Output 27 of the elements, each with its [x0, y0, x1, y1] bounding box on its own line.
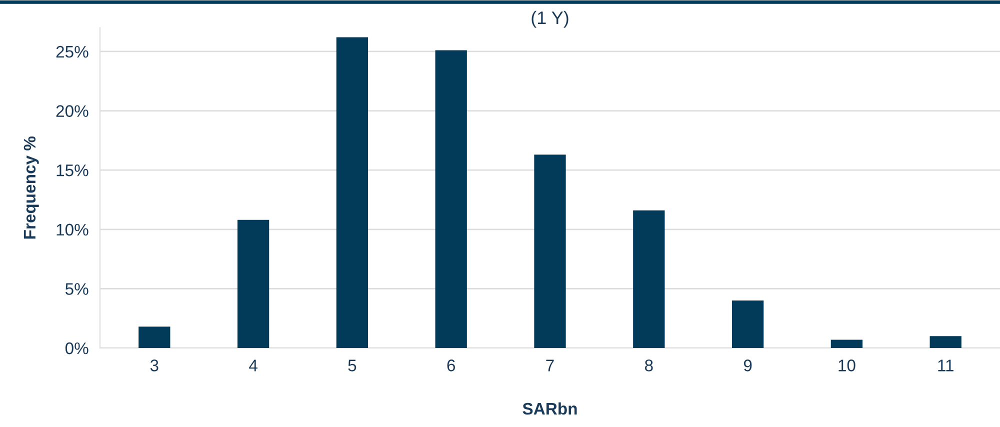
y-axis-title: Frequency %	[24, 136, 39, 239]
x-tick-label: 5	[348, 360, 356, 372]
bar	[435, 50, 467, 348]
y-tick-label: 5%	[65, 283, 88, 295]
y-tick-label: 0%	[65, 342, 88, 354]
x-tick-label: 11	[938, 360, 954, 372]
x-tick-label: 3	[150, 360, 158, 372]
y-tick-label: 20%	[56, 105, 88, 117]
x-axis-title: SARbn	[522, 402, 577, 415]
x-tick-label: 8	[644, 360, 653, 372]
bar	[930, 336, 962, 348]
y-tick-label: 25%	[56, 46, 88, 58]
bar	[138, 326, 170, 348]
x-tick-label: 6	[447, 360, 455, 372]
y-tick-label: 15%	[56, 164, 88, 176]
x-tick-label: 9	[744, 360, 752, 372]
x-tick-label: 10	[838, 360, 856, 372]
bar	[830, 340, 863, 348]
bar	[336, 37, 368, 348]
y-tick-label: 10%	[56, 224, 88, 236]
bar	[534, 154, 566, 348]
bar	[633, 210, 665, 348]
bar	[237, 220, 270, 348]
x-tick-label: 4	[249, 360, 258, 372]
x-tick-label: 7	[546, 360, 554, 372]
chart-title: (1 Y)	[532, 10, 568, 28]
bar	[732, 300, 764, 348]
